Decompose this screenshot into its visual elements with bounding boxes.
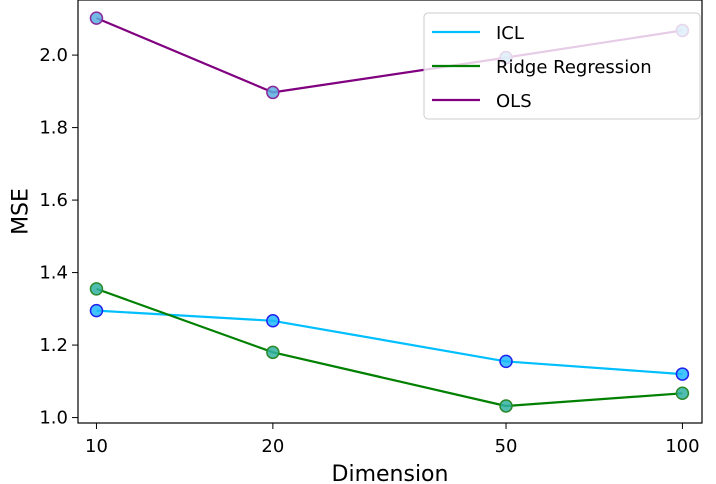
legend-label: ICL — [496, 23, 524, 44]
series-line-ridge-regression — [96, 287, 683, 408]
data-point-icl — [499, 354, 513, 369]
data-point-icl — [675, 367, 690, 381]
y-axis: 1.0 1.2 1.4 1.6 1.8 2.0 — [39, 45, 78, 429]
y-tick-label: 1.4 — [39, 263, 68, 284]
legend-box — [423, 12, 701, 120]
legend-label: Ridge Regression — [496, 57, 652, 78]
y-tick-label: 1.2 — [39, 335, 68, 356]
data-point-ols — [89, 11, 104, 25]
y-tick-label: 1.0 — [39, 408, 68, 429]
y-axis-label: MSE — [9, 188, 34, 235]
x-tick-label: 20 — [261, 436, 284, 457]
plot-frame — [77, 0, 703, 424]
y-tick-label: 2.0 — [39, 45, 68, 66]
x-tick-label: 100 — [665, 436, 699, 457]
legend: ICL Ridge Regression OLS — [423, 12, 701, 120]
data-point-icl — [266, 314, 280, 328]
data-point-ridge-regression — [675, 386, 690, 401]
legend-label: OLS — [496, 91, 532, 112]
y-tick-label: 1.8 — [39, 118, 68, 139]
x-tick-label: 50 — [495, 436, 518, 457]
series-layer — [89, 11, 690, 413]
y-tick-label: 1.6 — [39, 190, 68, 211]
data-point-ridge-regression — [266, 345, 280, 360]
series-line-icl — [96, 309, 683, 376]
data-point-icl — [89, 303, 104, 318]
data-point-ols — [266, 85, 280, 100]
x-axis: 10 20 50 100 — [85, 423, 700, 457]
data-point-ridge-regression — [89, 282, 104, 296]
x-tick-label: 10 — [85, 436, 108, 457]
x-axis-label: Dimension — [332, 462, 449, 484]
data-point-ridge-regression — [499, 399, 513, 413]
